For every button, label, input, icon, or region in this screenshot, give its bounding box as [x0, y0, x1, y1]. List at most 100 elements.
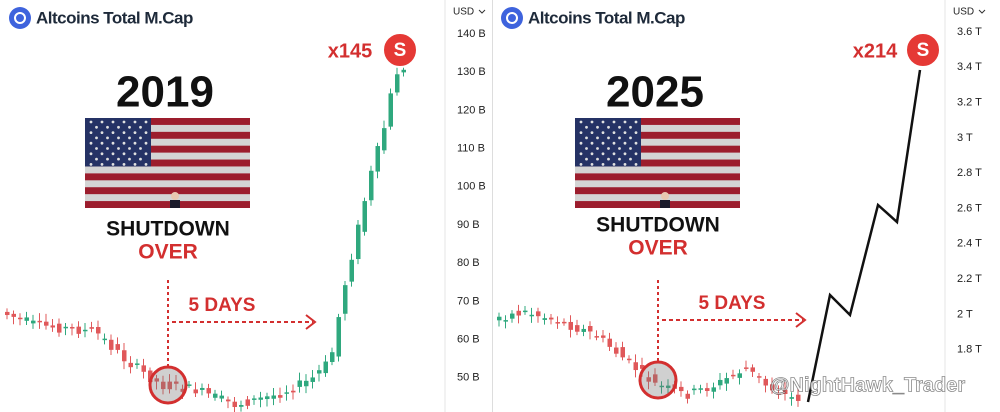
flag-shade: [85, 118, 250, 208]
panel-title: Altcoins Total M.Cap: [528, 8, 685, 27]
highlight-circle: [148, 365, 188, 405]
candle-body: [135, 363, 140, 365]
flag-star: [133, 141, 137, 145]
projection-line: [806, 69, 922, 403]
candle-body: [497, 316, 502, 321]
flag-star: [634, 141, 638, 145]
candle-body: [718, 379, 723, 386]
flag-stripe: [85, 201, 250, 208]
axis-tick-label: 1.8 T: [957, 344, 982, 356]
flag-star: [95, 157, 98, 161]
flag-star: [111, 120, 115, 124]
flag-star: [579, 152, 583, 156]
flag-stripe: [575, 131, 740, 139]
candle-body: [297, 380, 302, 387]
axis-tick-label: 2.4 T: [957, 238, 982, 250]
flag-star: [89, 163, 93, 166]
flag-star: [596, 136, 599, 140]
candle-body: [575, 325, 580, 332]
logo-ring: [506, 12, 518, 24]
candle-body: [174, 381, 179, 384]
flag-star: [111, 131, 115, 135]
flag-star: [106, 125, 109, 129]
flag-star: [607, 136, 610, 140]
watermark: @NightHawk_Trader: [770, 374, 965, 396]
flag-star: [100, 152, 104, 156]
candle-body: [24, 317, 29, 321]
candle-body: [291, 390, 296, 393]
duration: 5 DAYS: [189, 295, 256, 316]
candle-body: [542, 318, 547, 320]
flag-star: [133, 163, 137, 166]
flag-star: [89, 120, 93, 124]
badge: [382, 32, 418, 68]
currency-label: USD: [953, 7, 974, 18]
candle-body: [796, 394, 801, 401]
flag-star: [607, 125, 610, 129]
candle-body: [330, 352, 335, 363]
candle-body: [503, 320, 508, 322]
candle-body: [510, 313, 515, 319]
candle-body: [627, 358, 632, 361]
year: 2025: [606, 68, 704, 117]
candle-body: [523, 310, 528, 313]
flag-star: [100, 163, 104, 166]
candle-body: [18, 317, 23, 320]
badge-letter: S: [917, 40, 930, 61]
candle-body: [750, 367, 755, 372]
candle-body: [698, 388, 703, 390]
candle-body: [310, 377, 315, 382]
candle-body: [96, 327, 101, 334]
candle-body: [5, 311, 10, 316]
candle-body: [336, 317, 341, 357]
axis-tick-label: 100 B: [457, 181, 486, 193]
flag-star: [623, 163, 627, 166]
candle-body: [607, 338, 612, 347]
axis-tick-label: 120 B: [457, 104, 486, 116]
candle-body: [653, 374, 658, 383]
candle-body: [148, 370, 153, 383]
flag-star: [590, 120, 594, 124]
candle-body: [692, 388, 697, 391]
candle-body: [245, 399, 250, 406]
flag-star: [106, 136, 109, 140]
flag-stripe: [85, 173, 250, 181]
candle-body: [711, 387, 716, 392]
flag-star: [596, 125, 599, 129]
flag-star: [144, 131, 148, 135]
flag-star: [623, 141, 627, 145]
flag-star: [634, 152, 638, 156]
flag-stripe: [575, 187, 740, 195]
flag-star: [596, 147, 599, 150]
candle-body: [724, 378, 729, 384]
flag-star: [139, 147, 142, 150]
axis-tick-label: 2.2 T: [957, 273, 982, 285]
candle-body: [568, 321, 573, 330]
arrow-head: [305, 314, 317, 330]
flag-star: [579, 120, 583, 124]
logo: [501, 7, 523, 29]
candle-body: [555, 322, 560, 324]
candle-body: [271, 395, 276, 399]
flag-stripe: [85, 131, 250, 139]
caption-bottom: OVER: [628, 237, 688, 260]
candle-body: [620, 347, 625, 358]
flag-star: [612, 120, 616, 124]
flag-star: [133, 131, 137, 135]
flag-star: [601, 141, 605, 145]
panel: USD 140 B 130 B 120 B 110 B 100 B 90 B 80 B 70 B…: [5, 0, 492, 412]
flag-star: [128, 147, 131, 150]
panel: USD 3.6 T 3.4 T 3.2 T 3 T 2.8 T 2.6 T 2.4 T 2.2 …: [497, 0, 1000, 412]
candle-body: [640, 365, 645, 369]
flag-star: [601, 120, 605, 124]
currency-chevron: [478, 9, 486, 14]
flag-star: [144, 152, 148, 156]
candle-body: [549, 317, 554, 320]
flag-star: [579, 131, 583, 135]
caption-top: SHUTDOWN: [106, 218, 230, 241]
candle-body: [232, 401, 237, 408]
axis-tick-label: 90 B: [457, 219, 480, 231]
flag-star: [144, 120, 148, 124]
candle-body: [265, 396, 270, 400]
flag-star: [579, 141, 583, 145]
